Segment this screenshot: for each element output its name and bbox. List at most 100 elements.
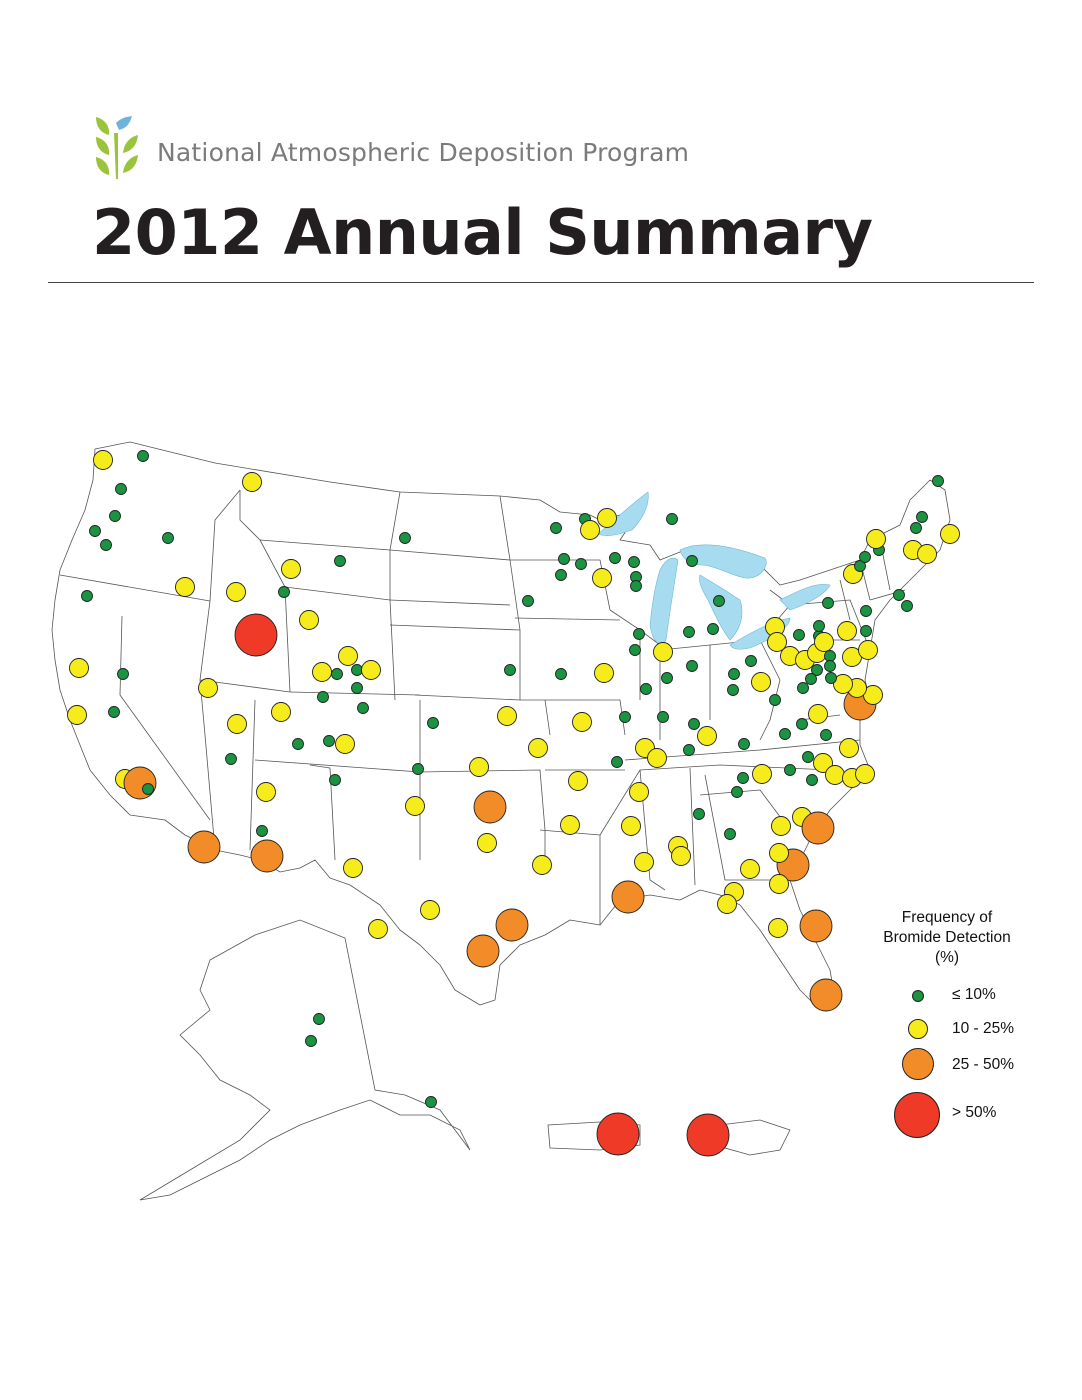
- site-marker-low: [893, 589, 905, 601]
- site-marker-low: [351, 682, 363, 694]
- site-marker-mid: [227, 714, 247, 734]
- site-marker-mid: [592, 568, 612, 588]
- site-marker-mid: [771, 816, 791, 836]
- site-marker-low: [916, 511, 928, 523]
- site-marker-low: [108, 706, 120, 718]
- site-marker-mid: [69, 658, 89, 678]
- site-marker-low: [666, 513, 678, 525]
- site-marker-mid: [281, 559, 301, 579]
- site-marker-mid: [594, 663, 614, 683]
- site-marker-low: [806, 774, 818, 786]
- site-marker-mid: [271, 702, 291, 722]
- site-marker-mid: [647, 748, 667, 768]
- site-marker-low: [292, 738, 304, 750]
- site-marker-low: [657, 711, 669, 723]
- site-marker-low: [901, 600, 913, 612]
- site-marker-low: [331, 668, 343, 680]
- site-marker-low: [504, 664, 516, 676]
- site-marker-low: [425, 1096, 437, 1108]
- site-marker-high: [611, 880, 645, 914]
- virgin-islands-outline: [719, 1119, 791, 1156]
- site-marker-mid: [175, 577, 195, 597]
- site-marker-mid: [833, 674, 853, 694]
- site-marker-mid: [940, 524, 960, 544]
- legend: Frequency of Bromide Detection (%) ≤ 10%…: [880, 908, 1050, 1138]
- site-marker-low: [813, 620, 825, 632]
- site-marker-low: [860, 625, 872, 637]
- legend-symbol-high: [902, 1048, 934, 1080]
- site-marker-low: [628, 556, 640, 568]
- site-marker-low: [797, 682, 809, 694]
- site-marker-low: [329, 774, 341, 786]
- monitoring-sites: [67, 450, 960, 1157]
- site-marker-high: [250, 839, 284, 873]
- site-marker-high: [466, 934, 500, 968]
- nadp-logo-icon: [96, 116, 138, 179]
- legend-item-low: ≤ 10%: [880, 986, 1060, 1036]
- site-marker-low: [619, 711, 631, 723]
- site-marker-low: [100, 539, 112, 551]
- site-marker-low: [802, 751, 814, 763]
- site-marker-low: [640, 683, 652, 695]
- site-marker-low: [115, 483, 127, 495]
- site-marker-low: [811, 664, 823, 676]
- site-marker-mid: [813, 753, 833, 773]
- site-marker-low: [633, 628, 645, 640]
- site-marker-mid: [814, 632, 834, 652]
- site-marker-low: [738, 738, 750, 750]
- site-marker-high: [123, 766, 157, 800]
- site-marker-mid: [477, 833, 497, 853]
- site-marker-mid: [469, 757, 489, 777]
- site-marker-low: [629, 644, 641, 656]
- site-marker-low: [630, 580, 642, 592]
- site-marker-low: [724, 828, 736, 840]
- site-marker-high: [473, 790, 507, 824]
- site-marker-low: [357, 702, 369, 714]
- site-marker-mid: [671, 846, 691, 866]
- site-marker-mid: [751, 672, 771, 692]
- legend-title-line: (%): [934, 949, 960, 966]
- puerto-rico-outline: [547, 1121, 641, 1151]
- legend-item-high: 25 - 50%: [880, 1048, 1060, 1098]
- site-marker-mid: [299, 610, 319, 630]
- site-marker-high: [809, 978, 843, 1012]
- site-marker-low: [317, 691, 329, 703]
- site-marker-low: [137, 450, 149, 462]
- site-marker-low: [707, 623, 719, 635]
- site-marker-low: [824, 660, 836, 672]
- site-marker-low: [575, 558, 587, 570]
- site-marker-low: [323, 735, 335, 747]
- site-marker-mid: [256, 782, 276, 802]
- site-marker-low: [661, 672, 673, 684]
- site-marker-mid: [717, 894, 737, 914]
- site-marker-mid: [497, 706, 517, 726]
- legend-item-very-high: > 50%: [880, 1092, 1060, 1142]
- site-marker-mid: [629, 782, 649, 802]
- site-marker-low: [727, 684, 739, 696]
- legend-label-mid: 10 - 25%: [952, 1020, 1015, 1037]
- site-marker-low: [688, 718, 700, 730]
- site-marker-low: [609, 552, 621, 564]
- site-marker-low: [683, 744, 695, 756]
- site-marker-low: [737, 772, 749, 784]
- legend-title-line: Bromide Detection: [883, 929, 1011, 946]
- site-marker-mid: [634, 852, 654, 872]
- site-marker-low: [412, 763, 424, 775]
- site-marker-mid: [621, 816, 641, 836]
- site-marker-low: [784, 764, 796, 776]
- site-marker-low: [860, 605, 872, 617]
- site-marker-very-high: [686, 1113, 730, 1157]
- site-marker-low: [731, 786, 743, 798]
- site-marker-low: [793, 629, 805, 641]
- site-marker-mid: [769, 874, 789, 894]
- site-marker-high: [495, 908, 529, 942]
- site-marker-mid: [752, 764, 772, 784]
- site-marker-very-high: [596, 1112, 640, 1156]
- site-marker-mid: [338, 646, 358, 666]
- site-marker-low: [686, 555, 698, 567]
- site-marker-mid: [528, 738, 548, 758]
- site-marker-mid: [420, 900, 440, 920]
- site-marker-low: [334, 555, 346, 567]
- site-marker-mid: [343, 858, 363, 878]
- site-marker-low: [796, 718, 808, 730]
